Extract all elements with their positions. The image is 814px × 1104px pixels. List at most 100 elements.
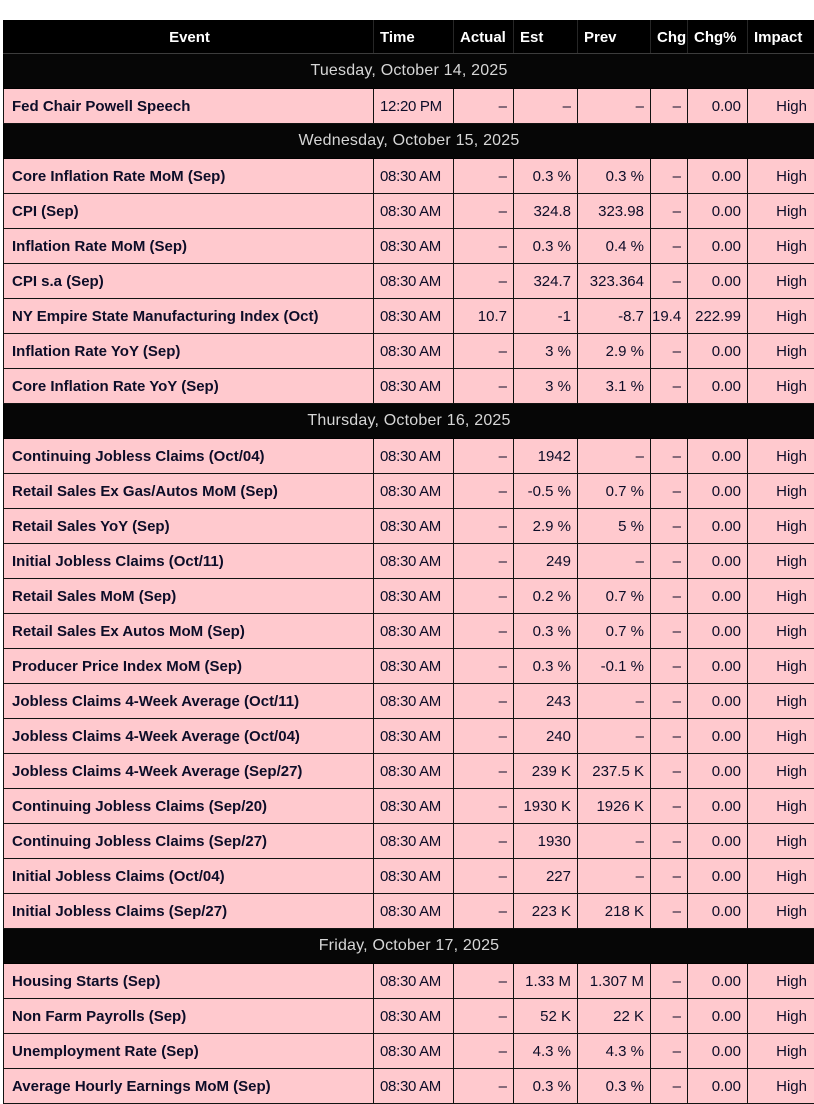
impact-cell: High: [748, 229, 814, 264]
date-header-label: Wednesday, October 15, 2025: [4, 124, 814, 159]
impact-cell: High: [748, 509, 814, 544]
chgpct-cell: 0.00: [688, 614, 748, 649]
impact-cell: High: [748, 264, 814, 299]
prev-cell: 3.1 %: [578, 369, 651, 404]
prev-cell: –: [578, 824, 651, 859]
event-row[interactable]: Continuing Jobless Claims (Oct/04)08:30 …: [4, 439, 814, 474]
date-header-label: Thursday, October 16, 2025: [4, 404, 814, 439]
prev-cell: 0.3 %: [578, 159, 651, 194]
event-row[interactable]: Retail Sales MoM (Sep)08:30 AM–0.2 %0.7 …: [4, 579, 814, 614]
event-row[interactable]: NY Empire State Manufacturing Index (Oct…: [4, 299, 814, 334]
event-row[interactable]: Retail Sales YoY (Sep)08:30 AM–2.9 %5 %–…: [4, 509, 814, 544]
event-row[interactable]: Initial Jobless Claims (Oct/04)08:30 AM–…: [4, 859, 814, 894]
column-header-event: Event: [4, 21, 374, 54]
event-cell: NY Empire State Manufacturing Index (Oct…: [4, 299, 374, 334]
chgpct-cell: 0.00: [688, 719, 748, 754]
chg-cell: –: [651, 334, 688, 369]
event-row[interactable]: Core Inflation Rate YoY (Sep)08:30 AM–3 …: [4, 369, 814, 404]
event-row[interactable]: Initial Jobless Claims (Sep/27)08:30 AM–…: [4, 894, 814, 929]
event-row[interactable]: Core Inflation Rate MoM (Sep)08:30 AM–0.…: [4, 159, 814, 194]
time-cell: 08:30 AM: [374, 649, 454, 684]
column-header-chg: Chg: [651, 21, 688, 54]
est-cell: 227: [514, 859, 578, 894]
event-row[interactable]: Inflation Rate YoY (Sep)08:30 AM–3 %2.9 …: [4, 334, 814, 369]
chg-cell: 19.4: [651, 299, 688, 334]
date-header-row: Thursday, October 16, 2025: [4, 404, 814, 439]
prev-cell: 218 K: [578, 894, 651, 929]
actual-cell: –: [454, 649, 514, 684]
est-cell: 239 K: [514, 754, 578, 789]
event-row[interactable]: Inflation Rate MoM (Sep)08:30 AM–0.3 %0.…: [4, 229, 814, 264]
chg-cell: –: [651, 859, 688, 894]
event-cell: Retail Sales Ex Gas/Autos MoM (Sep): [4, 474, 374, 509]
event-row[interactable]: Continuing Jobless Claims (Sep/20)08:30 …: [4, 789, 814, 824]
event-row[interactable]: Unemployment Rate (Sep)08:30 AM–4.3 %4.3…: [4, 1034, 814, 1069]
event-row[interactable]: Initial Jobless Claims (Oct/11)08:30 AM–…: [4, 544, 814, 579]
time-cell: 08:30 AM: [374, 894, 454, 929]
chg-cell: –: [651, 439, 688, 474]
time-cell: 08:30 AM: [374, 789, 454, 824]
impact-cell: High: [748, 159, 814, 194]
est-cell: 3 %: [514, 334, 578, 369]
column-header-chgpct: Chg%: [688, 21, 748, 54]
chg-cell: –: [651, 999, 688, 1034]
event-row[interactable]: Average Hourly Earnings MoM (Sep)08:30 A…: [4, 1069, 814, 1104]
chg-cell: –: [651, 229, 688, 264]
actual-cell: –: [454, 894, 514, 929]
event-cell: Retail Sales MoM (Sep): [4, 579, 374, 614]
prev-cell: 1926 K: [578, 789, 651, 824]
chg-cell: –: [651, 1069, 688, 1104]
prev-cell: –: [578, 439, 651, 474]
impact-cell: High: [748, 334, 814, 369]
column-header-actual: Actual: [454, 21, 514, 54]
actual-cell: –: [454, 754, 514, 789]
column-header-est: Est: [514, 21, 578, 54]
est-cell: –: [514, 89, 578, 124]
prev-cell: 0.7 %: [578, 474, 651, 509]
chg-cell: –: [651, 789, 688, 824]
actual-cell: –: [454, 544, 514, 579]
actual-cell: –: [454, 1069, 514, 1104]
impact-cell: High: [748, 999, 814, 1034]
prev-cell: 0.7 %: [578, 614, 651, 649]
event-row[interactable]: Jobless Claims 4-Week Average (Oct/04)08…: [4, 719, 814, 754]
chg-cell: –: [651, 544, 688, 579]
date-header-row: Wednesday, October 15, 2025: [4, 124, 814, 159]
chg-cell: –: [651, 579, 688, 614]
chg-cell: –: [651, 649, 688, 684]
event-cell: Initial Jobless Claims (Oct/04): [4, 859, 374, 894]
time-cell: 08:30 AM: [374, 229, 454, 264]
chgpct-cell: 0.00: [688, 89, 748, 124]
est-cell: 1930: [514, 824, 578, 859]
time-cell: 08:30 AM: [374, 159, 454, 194]
event-row[interactable]: Retail Sales Ex Autos MoM (Sep)08:30 AM–…: [4, 614, 814, 649]
event-cell: Average Hourly Earnings MoM (Sep): [4, 1069, 374, 1104]
impact-cell: High: [748, 474, 814, 509]
impact-cell: High: [748, 824, 814, 859]
prev-cell: 22 K: [578, 999, 651, 1034]
impact-cell: High: [748, 89, 814, 124]
event-row[interactable]: Jobless Claims 4-Week Average (Oct/11)08…: [4, 684, 814, 719]
impact-cell: High: [748, 789, 814, 824]
event-cell: Housing Starts (Sep): [4, 964, 374, 999]
chg-cell: –: [651, 824, 688, 859]
event-row[interactable]: Producer Price Index MoM (Sep)08:30 AM–0…: [4, 649, 814, 684]
chg-cell: –: [651, 754, 688, 789]
actual-cell: –: [454, 964, 514, 999]
chgpct-cell: 0.00: [688, 1034, 748, 1069]
chgpct-cell: 0.00: [688, 859, 748, 894]
event-row[interactable]: Jobless Claims 4-Week Average (Sep/27)08…: [4, 754, 814, 789]
chgpct-cell: 0.00: [688, 194, 748, 229]
chg-cell: –: [651, 684, 688, 719]
prev-cell: 323.364: [578, 264, 651, 299]
actual-cell: –: [454, 1034, 514, 1069]
actual-cell: –: [454, 509, 514, 544]
event-row[interactable]: Continuing Jobless Claims (Sep/27)08:30 …: [4, 824, 814, 859]
actual-cell: –: [454, 229, 514, 264]
event-row[interactable]: Retail Sales Ex Gas/Autos MoM (Sep)08:30…: [4, 474, 814, 509]
